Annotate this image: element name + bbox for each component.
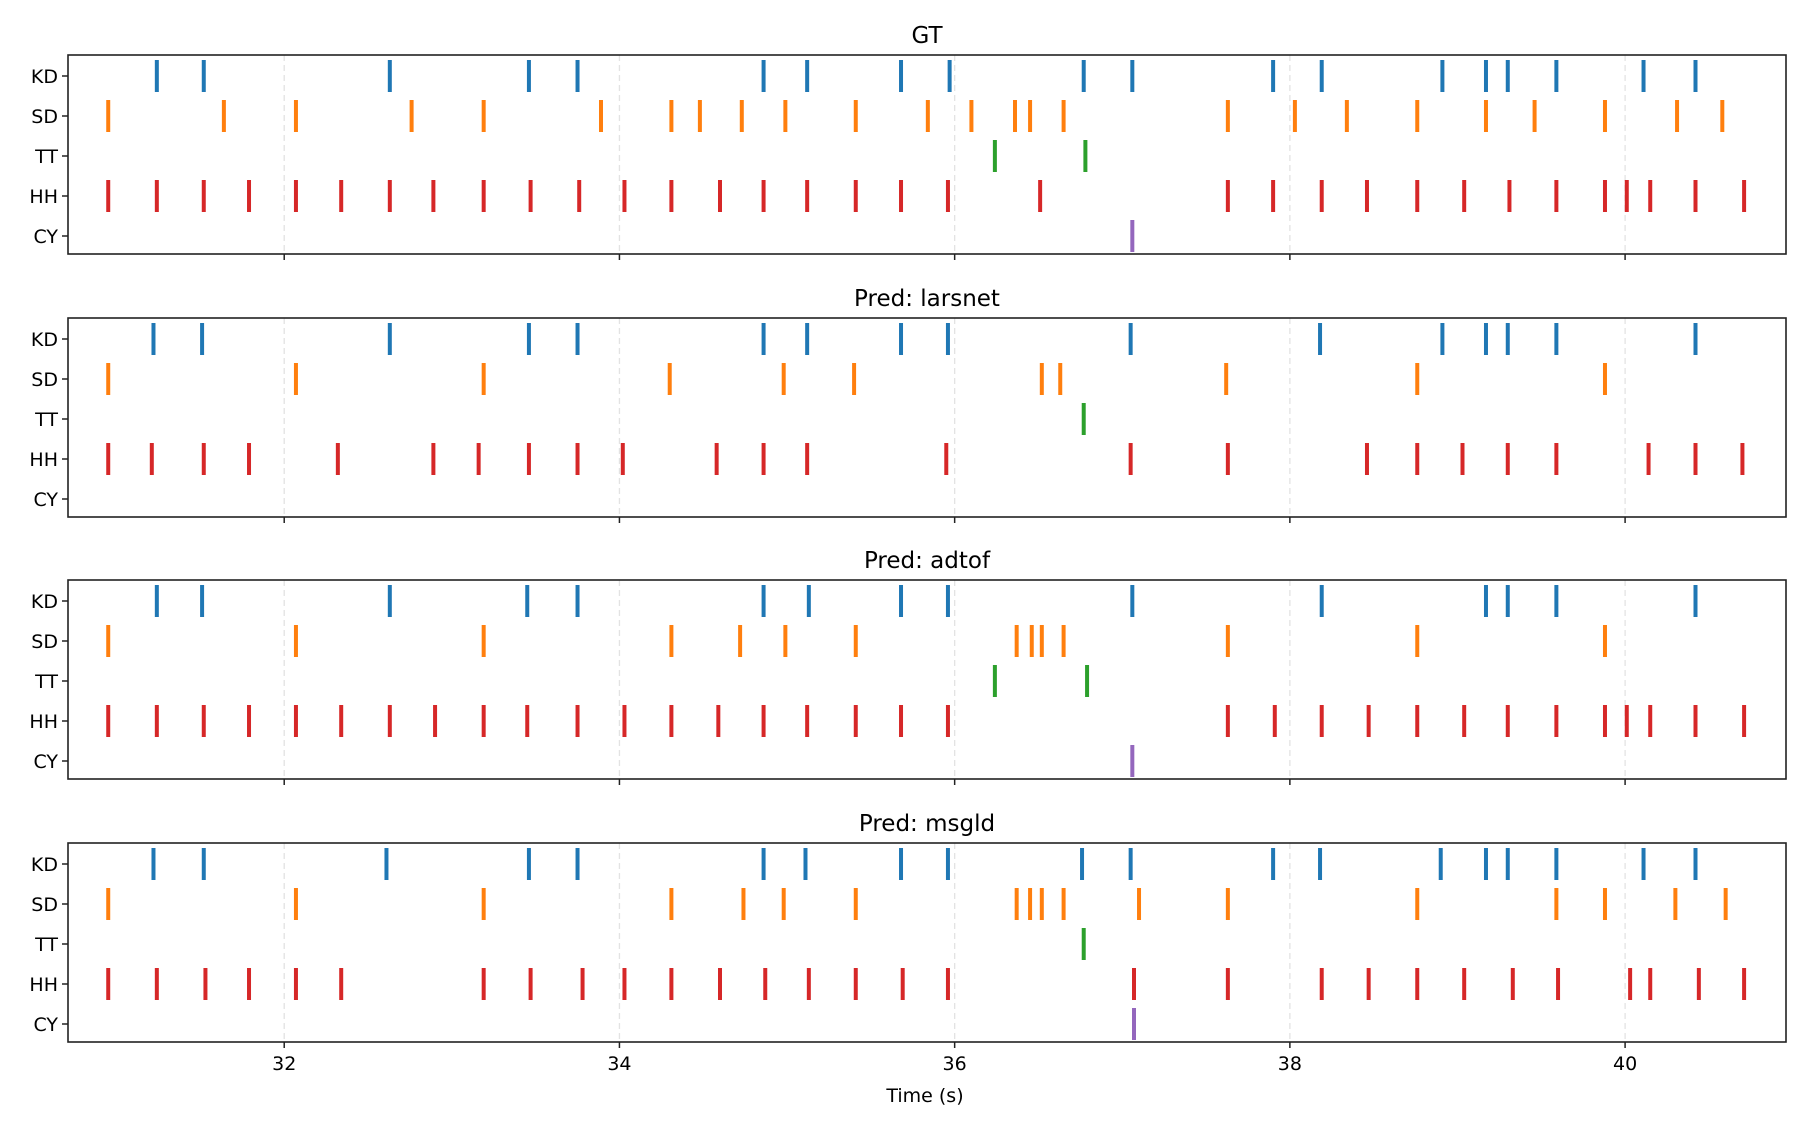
y-tick-label: TT — [34, 934, 58, 956]
x-tick-label: 32 — [272, 1053, 296, 1075]
panel-1: Pred: larsnet KD SD TT HH CY — [29, 286, 1787, 523]
x-tick-label: 34 — [607, 1053, 631, 1075]
y-tick-label: KD — [31, 329, 58, 351]
y-tick-label: TT — [34, 671, 58, 693]
axes-frame — [67, 317, 1787, 518]
panel-title: Pred: larsnet — [854, 286, 1000, 312]
y-tick-label: TT — [34, 146, 58, 168]
axes-frame — [67, 842, 1787, 1043]
panel-title: Pred: adtof — [864, 548, 991, 574]
panel-3: Pred: msgld KD SD TT HH CY 32 34 36 38 40 — [29, 811, 1787, 1075]
y-tick-label: HH — [29, 974, 58, 996]
y-tick-label: CY — [33, 226, 58, 248]
y-tick-label: TT — [34, 409, 58, 431]
y-tick-label: KD — [31, 591, 58, 613]
y-tick-label: HH — [29, 186, 58, 208]
y-tick-label: KD — [31, 854, 58, 876]
x-axis-label: Time (s) — [885, 1085, 963, 1107]
x-tick-label: 36 — [943, 1053, 967, 1075]
panel-2: Pred: adtof KD SD TT HH CY — [29, 548, 1787, 785]
panel-0: GT KD SD TT HH CY — [29, 23, 1787, 260]
y-tick-label: CY — [33, 489, 58, 511]
y-tick-label: SD — [31, 106, 58, 128]
y-tick-label: SD — [31, 369, 58, 391]
x-tick-label: 38 — [1278, 1053, 1302, 1075]
y-tick-label: HH — [29, 449, 58, 471]
y-tick-label: CY — [33, 1014, 58, 1036]
panel-title: Pred: msgld — [859, 811, 995, 837]
y-tick-label: HH — [29, 711, 58, 733]
y-tick-label: SD — [31, 631, 58, 653]
y-tick-label: KD — [31, 66, 58, 88]
x-tick-label: 40 — [1613, 1053, 1637, 1075]
axes-frame — [67, 54, 1787, 255]
y-tick-label: CY — [33, 751, 58, 773]
axes-frame — [67, 579, 1787, 780]
y-tick-label: SD — [31, 894, 58, 916]
panel-title: GT — [911, 23, 943, 49]
